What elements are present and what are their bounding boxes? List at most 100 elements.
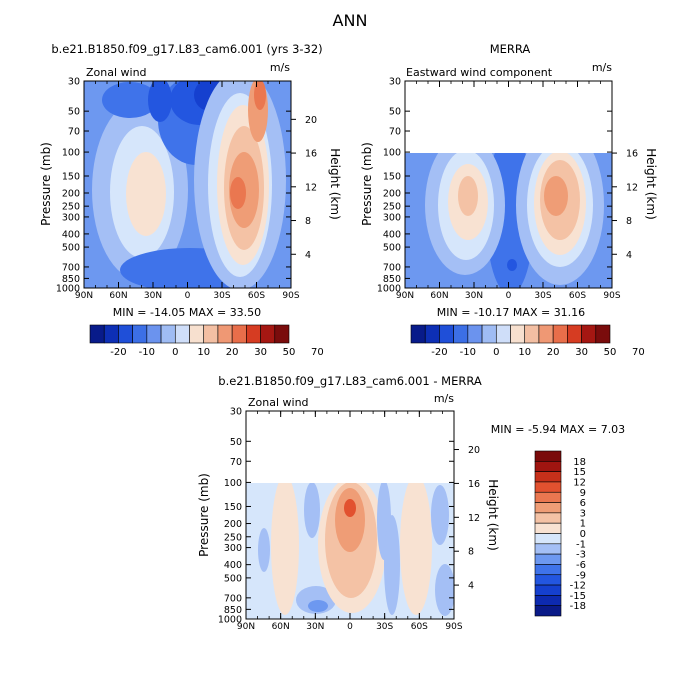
colorbar-label: 1 <box>580 519 586 530</box>
y-tick-label: 50 <box>230 437 242 448</box>
colorbar-swatch <box>231 324 247 344</box>
colorbar-label: 50 <box>283 347 296 358</box>
y-tick-label: 50 <box>68 107 80 118</box>
field-contour <box>304 483 320 538</box>
panel-model-stats: MIN = -14.05 MAX = 33.50 <box>113 306 261 319</box>
colorbar-label: 15 <box>573 467 586 478</box>
y-tick-label: 250 <box>383 202 401 213</box>
y-tick-label: 30 <box>389 77 401 88</box>
colorbar-swatch <box>552 324 568 344</box>
panel-merra-left-label: Eastward wind component <box>406 66 553 79</box>
panel-model-field <box>84 81 291 288</box>
field-contour <box>384 515 400 615</box>
colorbar-label: -3 <box>576 550 586 561</box>
panel-difference-title: b.e21.B1850.f09_g17.L83_cam6.001 - MERRA <box>218 374 482 388</box>
colorbar-label: 10 <box>518 347 531 358</box>
colorbar-swatch <box>534 471 562 483</box>
colorbar-swatch <box>534 564 562 576</box>
panel-model-left-label: Zonal wind <box>86 66 147 79</box>
x-tick-label: 0 <box>185 291 191 301</box>
colorbar-swatch <box>534 533 562 545</box>
panel-difference: b.e21.B1850.f09_g17.L83_cam6.001 - MERRA… <box>197 374 625 632</box>
y-tick-label: 1000 <box>56 284 80 295</box>
colorbar-label: 70 <box>311 347 324 358</box>
y2-tick-label: 12 <box>468 513 480 524</box>
y-tick-label: 500 <box>383 243 401 254</box>
colorbar-label: -20 <box>431 347 447 358</box>
colorbar-swatch <box>160 324 176 344</box>
field-contour <box>400 483 432 615</box>
x-tick-label: 30S <box>213 291 230 301</box>
y2-tick-label: 4 <box>626 250 632 261</box>
y-tick-label: 70 <box>68 127 80 138</box>
y2-tick-label: 16 <box>468 479 480 490</box>
x-tick-label: 90S <box>282 291 299 301</box>
panel-difference-stats: MIN = -5.94 MAX = 7.03 <box>491 423 625 436</box>
colorbar-swatch <box>534 481 562 493</box>
colorbar-label: 50 <box>604 347 617 358</box>
x-tick-label: 90S <box>603 291 620 301</box>
colorbar-swatch <box>534 461 562 472</box>
colorbar-swatch <box>534 450 562 462</box>
y-tick-label: 70 <box>389 127 401 138</box>
field-contour <box>344 499 356 517</box>
colorbar-label: 20 <box>226 347 239 358</box>
colorbar-swatch <box>534 595 562 606</box>
y2-tick-label: 8 <box>626 216 632 227</box>
colorbar-swatch <box>439 324 454 344</box>
y-tick-label: 200 <box>224 519 242 530</box>
x-tick-label: 30N <box>306 622 324 632</box>
y-tick-label: 700 <box>62 262 80 273</box>
field-contour <box>544 176 568 216</box>
field-contour <box>258 528 270 572</box>
colorbar-swatch <box>467 324 483 344</box>
y2-tick-label: 4 <box>305 250 311 261</box>
colorbar-swatch <box>581 324 597 344</box>
colorbar-label: 20 <box>547 347 560 358</box>
panel-model-y2label: Height (km) <box>328 148 342 219</box>
x-tick-label: 60N <box>430 291 448 301</box>
colorbar-swatch <box>534 522 562 534</box>
colorbar-swatch <box>274 324 290 344</box>
panel-difference-left-label: Zonal wind <box>248 396 309 409</box>
colorbar-label: 18 <box>573 457 586 468</box>
y-tick-label: 500 <box>224 573 242 584</box>
x-tick-label: 0 <box>506 291 512 301</box>
colorbar-label: -10 <box>139 347 155 358</box>
colorbar-swatch <box>146 324 162 344</box>
colorbar-swatch <box>534 512 562 524</box>
colorbar-label: 6 <box>580 498 586 509</box>
colorbar-swatch <box>89 324 105 344</box>
colorbar-swatch <box>246 324 261 344</box>
x-tick-label: 90N <box>75 291 93 301</box>
colorbar-label: -9 <box>576 570 586 581</box>
x-tick-label: 30N <box>144 291 162 301</box>
colorbar-label: 9 <box>580 488 586 499</box>
colorbar-swatch <box>189 324 205 344</box>
x-tick-label: 30N <box>465 291 483 301</box>
colorbar-swatch <box>538 324 554 344</box>
y-tick-label: 700 <box>224 593 242 604</box>
colorbar-swatch <box>534 543 562 555</box>
colorbar-swatch <box>260 324 276 344</box>
y-tick-label: 30 <box>230 407 242 418</box>
colorbar-swatch <box>524 324 540 344</box>
field-contour <box>102 82 158 118</box>
y-tick-label: 100 <box>383 148 401 159</box>
panel-difference-field <box>246 483 454 619</box>
y-tick-label: 250 <box>224 532 242 543</box>
x-tick-label: 60N <box>109 291 127 301</box>
colorbar-swatch <box>410 324 426 344</box>
y-tick-label: 30 <box>68 77 80 88</box>
y2-tick-label: 12 <box>305 182 317 193</box>
panel-merra-ylabel: Pressure (mb) <box>360 142 374 226</box>
colorbar-swatch <box>534 553 562 565</box>
panel-model: b.e21.B1850.f09_g17.L83_cam6.001 (yrs 3-… <box>39 42 342 319</box>
y-tick-label: 1000 <box>377 284 401 295</box>
colorbar-swatch <box>534 605 562 617</box>
colorbar-label: -6 <box>576 560 586 571</box>
y2-tick-label: 16 <box>305 149 317 160</box>
